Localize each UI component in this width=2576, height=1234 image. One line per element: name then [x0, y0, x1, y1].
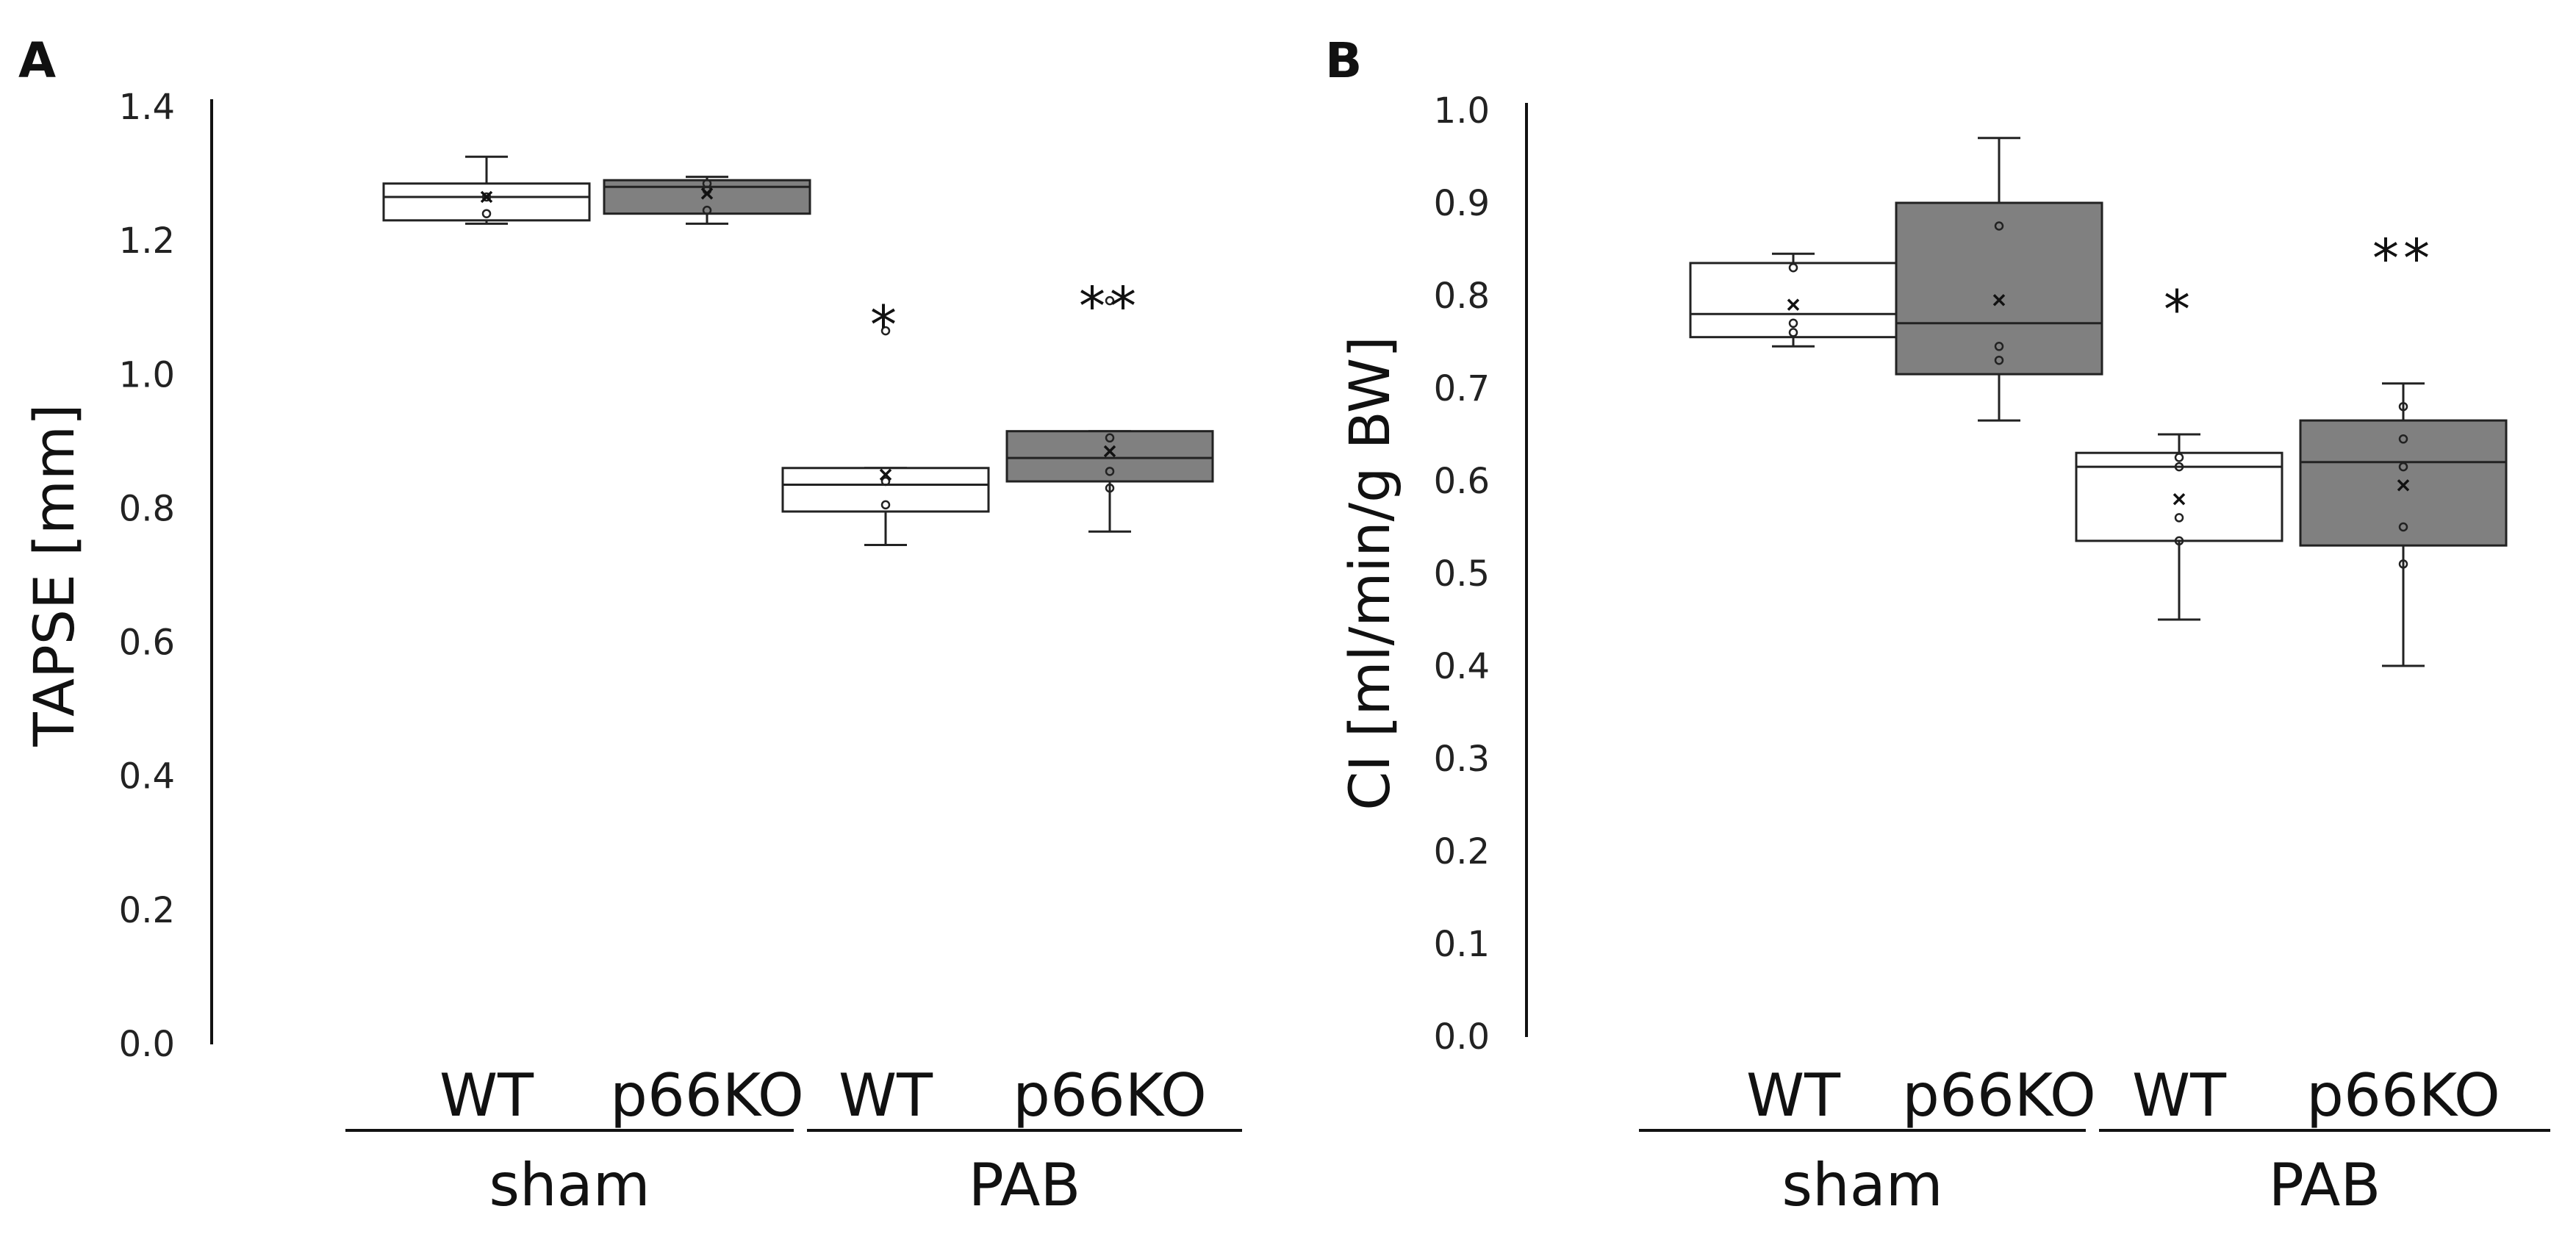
data-point	[702, 205, 712, 215]
data-point	[880, 326, 891, 336]
box-iqr	[603, 179, 811, 215]
box-pab-p66ko: ** p66KO	[1005, 276, 1214, 1130]
group-label: PAB	[2269, 1151, 2381, 1219]
data-point	[2174, 453, 2184, 462]
data-point	[1994, 342, 2004, 351]
data-point	[2174, 462, 2184, 472]
y-axis-label: TAPSE [mm]	[21, 403, 87, 747]
y-tick-label: 0.1	[1434, 924, 1490, 965]
category-label: p66KO	[1013, 1061, 1207, 1130]
data-point	[1788, 262, 1798, 273]
mean-marker	[1992, 294, 2006, 306]
significance-marker: **	[1079, 276, 1141, 337]
category-label: WT	[1746, 1061, 1841, 1130]
mean-marker	[1103, 445, 1116, 458]
data-point	[2398, 559, 2408, 569]
y-tick-label: 0.4	[119, 756, 175, 797]
data-point	[1105, 483, 1115, 493]
group-label: sham	[489, 1151, 650, 1219]
mean-marker	[2173, 492, 2186, 506]
box-pab-p66ko: ** p66KO	[2299, 228, 2508, 1130]
y-tick-label: 0.8	[119, 488, 175, 529]
data-point	[2398, 401, 2408, 412]
y-tick-label: 0.0	[119, 1024, 175, 1065]
significance-marker: *	[2164, 279, 2195, 340]
data-point	[2398, 522, 2408, 532]
data-point	[702, 179, 712, 188]
panel-label: A	[18, 32, 56, 89]
data-point	[1788, 328, 1798, 337]
y-tick-label: 1.0	[119, 354, 175, 395]
box-iqr	[1005, 430, 1214, 483]
box-pab-wt: * WT	[781, 294, 990, 1130]
y-tick-label: 0.6	[1434, 461, 1490, 502]
y-tick-label: 1.2	[119, 220, 175, 262]
panel-a: A TAPSE [mm] 0.0 0.2 0.4 0.6 0.8 1.0 1.2 1.4 WT p66…	[18, 32, 1242, 1219]
y-tick-label: 0.0	[1434, 1016, 1490, 1058]
mean-marker	[700, 187, 714, 200]
box-sham-wt: WT	[1689, 252, 1898, 1130]
box-sham-p66ko: p66KO	[603, 176, 811, 1130]
box-iqr	[382, 182, 591, 222]
y-tick-label: 0.5	[1434, 553, 1490, 595]
data-point	[2174, 513, 2184, 523]
mean-marker	[879, 468, 892, 481]
data-point	[481, 192, 492, 202]
data-point	[481, 209, 492, 218]
group-label: PAB	[969, 1151, 1081, 1219]
data-point	[1105, 433, 1115, 443]
data-point	[1788, 318, 1798, 329]
box-sham-wt: WT	[382, 155, 591, 1130]
panel-label: B	[1325, 32, 1362, 89]
category-label: p66KO	[2306, 1061, 2500, 1130]
y-axis-label: CI [ml/min/g BW]	[1337, 336, 1402, 811]
mean-marker	[2397, 479, 2410, 492]
significance-marker: **	[2372, 228, 2434, 290]
box-iqr	[2299, 419, 2508, 547]
group-label: sham	[1782, 1151, 1942, 1219]
y-tick-label: 0.7	[1434, 368, 1490, 409]
mean-marker	[1787, 298, 1800, 311]
mean-marker	[480, 190, 493, 204]
category-label: WT	[440, 1061, 534, 1130]
y-tick-label: 1.4	[119, 87, 175, 128]
y-tick-label: 0.3	[1434, 739, 1490, 780]
data-point	[1994, 221, 2004, 231]
category-label: p66KO	[610, 1061, 804, 1130]
y-tick-label: 0.8	[1434, 276, 1490, 317]
data-point	[880, 500, 891, 510]
significance-marker: *	[870, 294, 901, 356]
data-point	[1994, 355, 2004, 365]
category-label: WT	[2132, 1061, 2227, 1130]
y-tick-label: 0.2	[119, 890, 175, 931]
box-iqr	[1689, 262, 1898, 339]
data-point	[1105, 467, 1115, 476]
data-point	[2398, 462, 2408, 472]
data-point	[880, 476, 891, 487]
box-iqr	[1895, 201, 2103, 376]
category-label: p66KO	[1902, 1061, 2096, 1130]
category-label: WT	[839, 1061, 933, 1130]
y-tick-label: 1.0	[1434, 90, 1490, 132]
box-iqr	[781, 467, 990, 513]
y-tick-label: 0.2	[1434, 831, 1490, 872]
data-point	[2174, 536, 2184, 546]
y-tick-label: 0.9	[1434, 183, 1490, 224]
data-point	[1105, 295, 1115, 306]
y-tick-label: 0.4	[1434, 646, 1490, 687]
box-pab-wt: * WT	[2075, 279, 2283, 1130]
panel-b: B CI [ml/min/g BW] 0.0 0.1 0.2 0.3 0.4 0.5 0.6 0.…	[1325, 32, 2550, 1219]
data-point	[2398, 434, 2408, 444]
y-tick-label: 0.6	[119, 623, 175, 664]
box-sham-p66ko: p66KO	[1895, 137, 2103, 1130]
